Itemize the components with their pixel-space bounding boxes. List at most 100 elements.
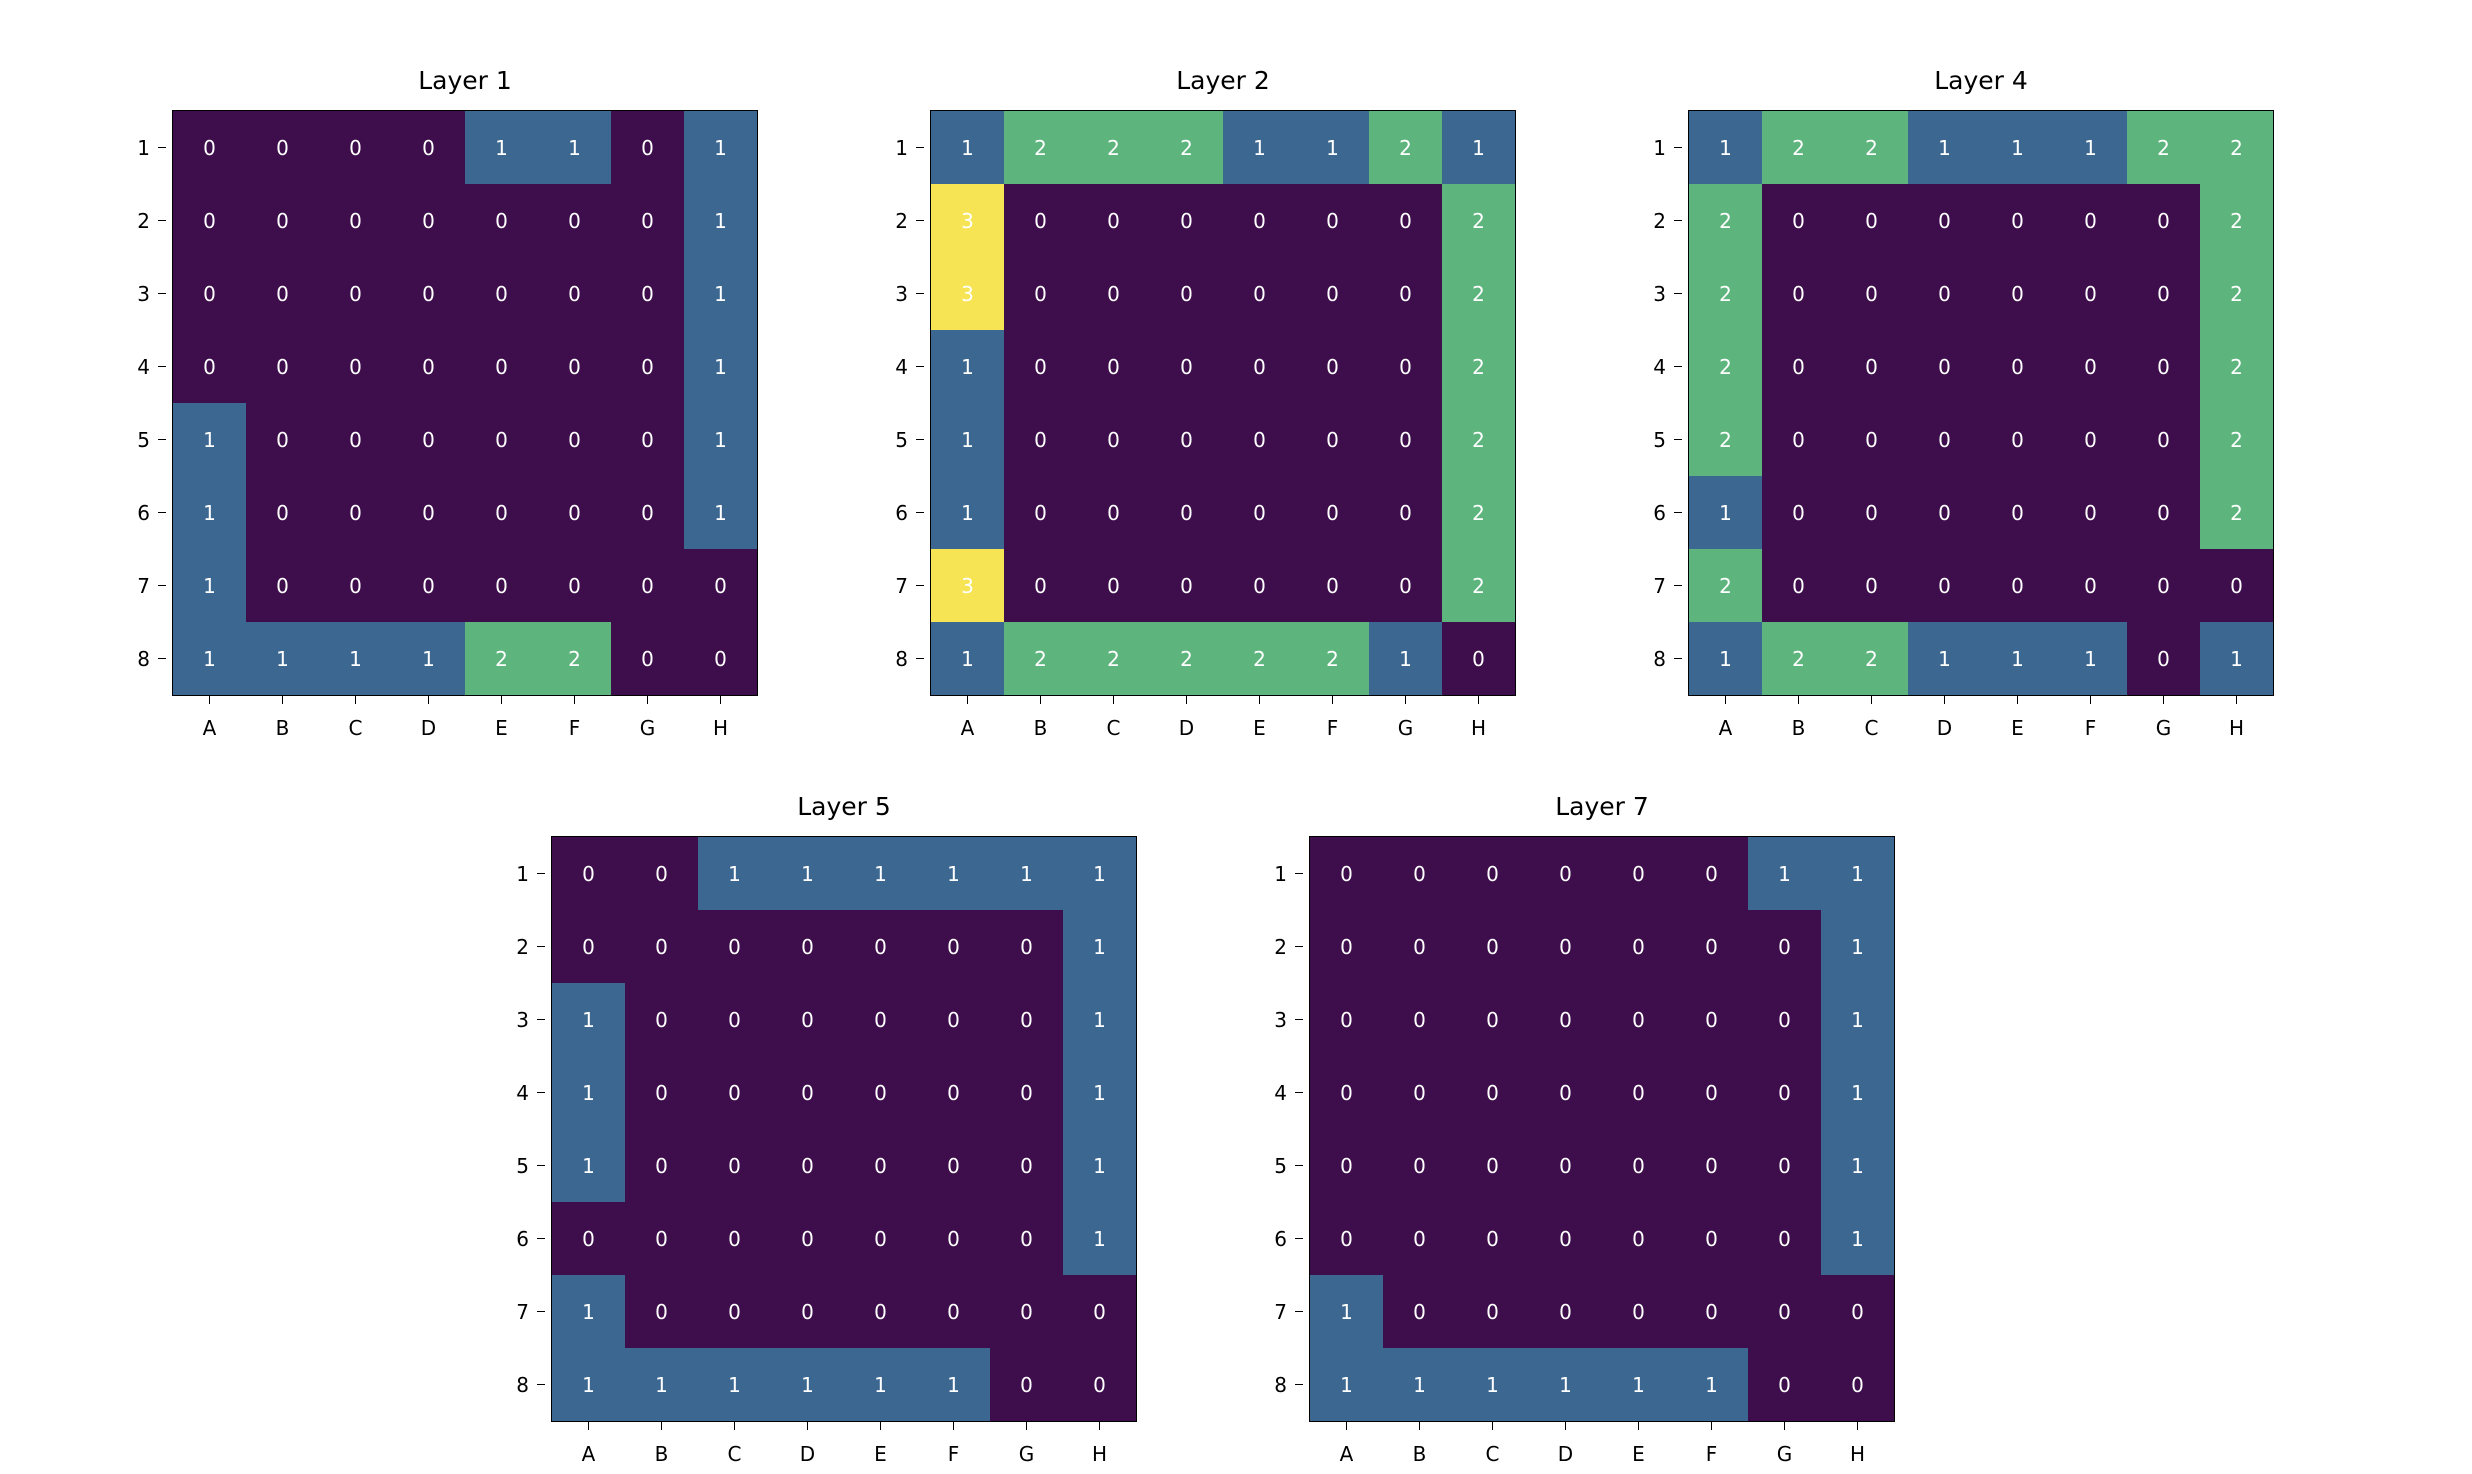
y-tick-label: 6 xyxy=(120,476,166,549)
heatmap-cell: 2 xyxy=(1835,622,1908,695)
heatmap-cell: 0 xyxy=(1296,257,1369,330)
heatmap-cell: 1 xyxy=(1529,1348,1602,1421)
heatmap-cell: 0 xyxy=(2127,330,2200,403)
heatmap-cell: 0 xyxy=(1748,1056,1821,1129)
heatmap-cell: 0 xyxy=(319,257,392,330)
heatmap-cell: 1 xyxy=(1748,837,1821,910)
heatmap-cell: 0 xyxy=(465,330,538,403)
heatmap-cell: 2 xyxy=(1689,184,1762,257)
heatmap-cell: 1 xyxy=(684,257,757,330)
heatmap-cell: 2 xyxy=(538,622,611,695)
x-tick-label: H xyxy=(1821,1422,1894,1472)
y-tick-label: 6 xyxy=(1257,1202,1303,1275)
y-tick-label: 5 xyxy=(499,1129,545,1202)
heatmap-cell: 0 xyxy=(1675,983,1748,1056)
y-tick-label: 3 xyxy=(120,257,166,330)
x-tick-label: E xyxy=(1223,696,1296,746)
heatmap-cell: 0 xyxy=(698,910,771,983)
x-tick-label: C xyxy=(698,1422,771,1472)
heatmap-cell: 1 xyxy=(1675,1348,1748,1421)
x-tick-label: G xyxy=(1369,696,1442,746)
heatmap-cell: 0 xyxy=(1077,184,1150,257)
x-tick-label: A xyxy=(931,696,1004,746)
heatmap-cell: 2 xyxy=(1762,622,1835,695)
heatmap-cell: 0 xyxy=(1004,476,1077,549)
heatmap-cell: 1 xyxy=(684,111,757,184)
y-tick-label: 1 xyxy=(120,111,166,184)
heatmap-cell: 0 xyxy=(2054,257,2127,330)
heatmap-cell: 0 xyxy=(1310,1202,1383,1275)
heatmap-cell: 1 xyxy=(1821,1056,1894,1129)
heatmap-cell: 0 xyxy=(246,330,319,403)
heatmap-cell: 0 xyxy=(1150,549,1223,622)
heatmap-cell: 1 xyxy=(1689,111,1762,184)
heatmap-cell: 1 xyxy=(1383,1348,1456,1421)
chart-title: Layer 5 xyxy=(797,792,891,821)
y-tick-label: 8 xyxy=(1257,1348,1303,1421)
heatmap-cell: 1 xyxy=(990,837,1063,910)
y-tick-label: 7 xyxy=(1257,1275,1303,1348)
heatmap-cell: 1 xyxy=(684,403,757,476)
heatmap-cell: 2 xyxy=(1150,622,1223,695)
heatmap-cell: 0 xyxy=(1981,403,2054,476)
heatmap-cell: 0 xyxy=(2054,549,2127,622)
heatmap-cell: 0 xyxy=(465,476,538,549)
heatmap-cell: 0 xyxy=(538,330,611,403)
heatmap-cell: 0 xyxy=(698,1129,771,1202)
chart-title: Layer 2 xyxy=(1176,66,1270,95)
heatmap-cell: 0 xyxy=(1748,1275,1821,1348)
heatmap-cell: 1 xyxy=(1981,622,2054,695)
x-tick-label: D xyxy=(1529,1422,1602,1472)
heatmap-cell: 0 xyxy=(1762,549,1835,622)
heatmap-cell: 0 xyxy=(1821,1275,1894,1348)
x-tick-label: G xyxy=(990,1422,1063,1472)
heatmap-cell: 0 xyxy=(2127,184,2200,257)
heatmap-cell: 0 xyxy=(1004,403,1077,476)
heatmap-cell: 0 xyxy=(625,837,698,910)
heatmap-cell: 0 xyxy=(1150,257,1223,330)
heatmap-cell: 0 xyxy=(1908,184,1981,257)
y-tick-label: 1 xyxy=(1257,837,1303,910)
heatmap-cell: 0 xyxy=(1369,403,1442,476)
y-tick-label: 5 xyxy=(1257,1129,1303,1202)
heatmap-cell: 1 xyxy=(538,111,611,184)
y-tick-label: 1 xyxy=(1636,111,1682,184)
heatmap-cell: 0 xyxy=(698,983,771,1056)
heatmap-cell: 1 xyxy=(1602,1348,1675,1421)
heatmap-cell: 0 xyxy=(1748,983,1821,1056)
heatmap-cell: 0 xyxy=(2127,549,2200,622)
x-tick-label: F xyxy=(1296,696,1369,746)
x-tick-label: B xyxy=(1383,1422,1456,1472)
heatmap-cell: 0 xyxy=(2054,476,2127,549)
heatmap-cell: 0 xyxy=(552,837,625,910)
heatmap-cell: 0 xyxy=(2054,330,2127,403)
heatmap-cell: 1 xyxy=(931,622,1004,695)
heatmap-cell: 0 xyxy=(1004,549,1077,622)
heatmap-cell: 1 xyxy=(1063,983,1136,1056)
heatmap-cell: 0 xyxy=(611,476,684,549)
heatmap-cell: 1 xyxy=(173,622,246,695)
heatmap-cell: 0 xyxy=(1602,1202,1675,1275)
heatmap-cell: 0 xyxy=(1310,910,1383,983)
heatmap-cell: 0 xyxy=(1150,476,1223,549)
heatmap-cell: 0 xyxy=(392,257,465,330)
heatmap-cell: 0 xyxy=(844,1202,917,1275)
heatmap-cell: 0 xyxy=(2054,403,2127,476)
x-tick-label: H xyxy=(1442,696,1515,746)
heatmap-cell: 0 xyxy=(1529,983,1602,1056)
heatmap-cell: 0 xyxy=(1835,476,1908,549)
heatmap-cell: 0 xyxy=(1456,1129,1529,1202)
y-tick-label: 7 xyxy=(878,549,924,622)
heatmap-cell: 0 xyxy=(319,476,392,549)
heatmap-cell: 0 xyxy=(990,1056,1063,1129)
heatmap-cell: 1 xyxy=(552,983,625,1056)
heatmap-cell: 0 xyxy=(1223,257,1296,330)
y-tick-label: 4 xyxy=(120,330,166,403)
heatmap-cell: 0 xyxy=(1908,257,1981,330)
y-tick-label: 3 xyxy=(878,257,924,330)
heatmap-cell: 0 xyxy=(1456,1275,1529,1348)
heatmap-cell: 1 xyxy=(392,622,465,695)
